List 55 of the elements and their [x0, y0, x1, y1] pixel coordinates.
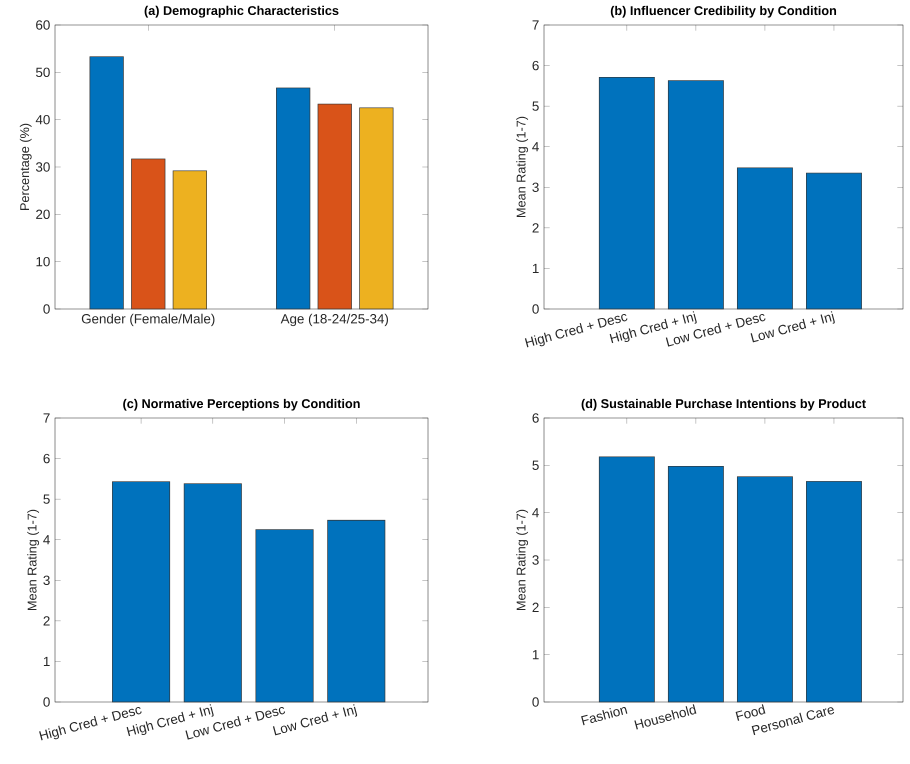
- y-tick-label: 0: [43, 304, 50, 314]
- x-tick-label: Age (18-24/25-34): [280, 314, 388, 326]
- y-tick-label: 10: [36, 256, 50, 266]
- bar: [276, 88, 310, 310]
- y-axis-title: Percentage (%): [20, 124, 32, 210]
- y-tick-label: 7: [532, 20, 539, 30]
- y-tick-label: 50: [36, 68, 50, 78]
- bar: [359, 107, 394, 310]
- y-tick-label: 1: [44, 656, 50, 666]
- y-tick-label: 40: [36, 114, 50, 124]
- y-axis-title: Mean Rating (1-7): [27, 510, 40, 610]
- y-axis-title: Mean Rating (1-7): [516, 510, 528, 610]
- y-tick-label: 5: [43, 494, 50, 504]
- y-tick-label: 5: [532, 101, 539, 111]
- y-tick-label: 4: [532, 142, 539, 152]
- y-tick-label: 2: [44, 616, 50, 626]
- y-tick-label: 30: [36, 162, 50, 172]
- bar: [806, 172, 862, 310]
- bar: [318, 104, 352, 310]
- y-tick-label: 20: [36, 210, 50, 220]
- y-tick-label: 4: [43, 535, 50, 544]
- x-tick-label: Gender (Female/Male): [82, 314, 214, 326]
- bar: [184, 483, 242, 702]
- y-tick-label: 0: [532, 697, 539, 707]
- bar: [131, 158, 166, 310]
- bar: [112, 481, 170, 702]
- y-tick-label: 0: [43, 697, 50, 707]
- chart-title: (b) Influencer Credibility by Condition: [610, 6, 836, 18]
- y-tick-label: 2: [532, 602, 539, 612]
- y-axis-title: Mean Rating (1-7): [516, 116, 528, 217]
- bar: [327, 520, 386, 702]
- y-tick-label: 1: [532, 650, 539, 660]
- bar: [256, 529, 314, 702]
- bar: [172, 170, 207, 310]
- bar: [736, 167, 793, 310]
- x-tick-label: Fashion: [581, 707, 628, 726]
- bar: [598, 77, 655, 310]
- y-tick-label: 5: [532, 460, 539, 470]
- chart-title: (c) Normative Perceptions by Condition: [123, 398, 360, 411]
- y-tick-label: 2: [532, 223, 539, 233]
- bar: [668, 80, 724, 310]
- y-tick-label: 6: [532, 413, 539, 423]
- y-tick-label: 7: [44, 413, 50, 423]
- chart-title: (a) Demographic Characteristics: [144, 6, 338, 18]
- y-tick-label: 3: [43, 576, 50, 586]
- y-tick-label: 1: [532, 264, 539, 274]
- y-tick-label: 3: [532, 182, 539, 192]
- y-tick-label: 60: [36, 20, 50, 30]
- y-tick-label: 3: [532, 555, 539, 565]
- y-tick-label: 6: [532, 60, 539, 70]
- chart-title: (d) Sustainable Purchase Intentions by Product: [582, 398, 866, 411]
- y-tick-label: 4: [532, 508, 539, 518]
- y-tick-label: 6: [44, 454, 50, 464]
- bar: [90, 56, 124, 310]
- y-tick-label: 0: [532, 304, 539, 314]
